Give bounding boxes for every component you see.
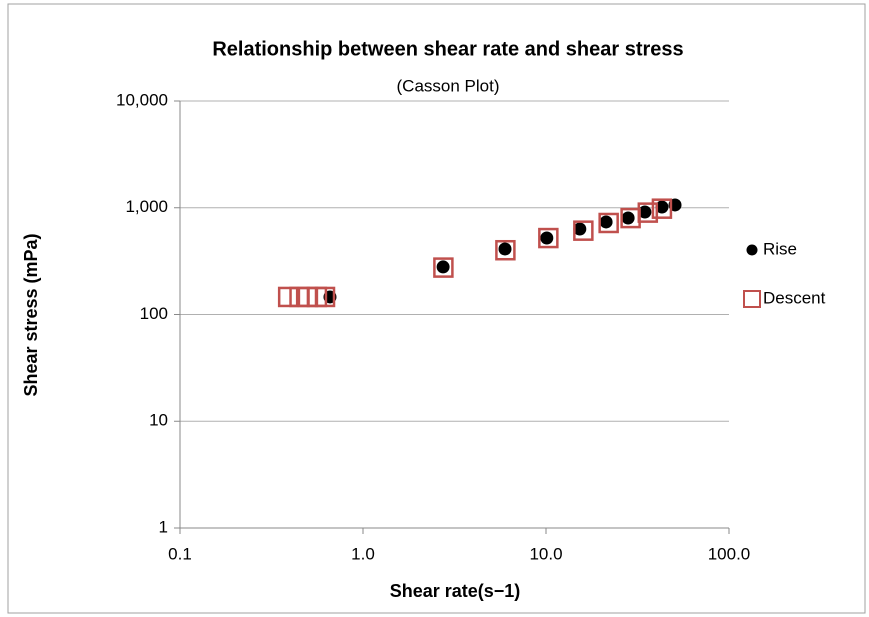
point: [655, 200, 669, 214]
x-tick-label: 1.0: [351, 544, 375, 563]
legend-marker: [743, 290, 761, 308]
x-axis-label: Shear rate(s−1): [390, 581, 521, 601]
y-axis-label: Shear stress (mPa): [21, 233, 41, 396]
point: [277, 286, 299, 308]
chart-frame: [7, 3, 866, 614]
y-tick-label: 1,000: [125, 197, 168, 216]
point: [433, 257, 454, 278]
x-tick-label: 0.1: [168, 544, 192, 563]
point: [573, 220, 594, 241]
point: [436, 260, 450, 274]
point: [538, 227, 559, 249]
y-tick-label: 1: [159, 517, 168, 536]
point: [314, 286, 336, 308]
legend-label: Rise: [763, 239, 797, 258]
legend-label: Descent: [763, 288, 826, 307]
y-tick-label: 10,000: [116, 90, 168, 109]
point: [598, 212, 619, 234]
point: [651, 198, 673, 219]
legend-marker: [746, 244, 758, 256]
point: [599, 215, 613, 229]
point: [621, 211, 635, 225]
x-tick-label: 10.0: [529, 544, 562, 563]
point: [498, 242, 512, 256]
point: [495, 239, 516, 261]
point: [637, 202, 659, 223]
point: [540, 231, 554, 245]
chart-subtitle: (Casson Plot): [397, 76, 500, 95]
x-tick-label: 100.0: [708, 544, 751, 563]
chart-title: Relationship between shear rate and shea…: [212, 38, 683, 60]
point: [573, 222, 587, 236]
y-tick-label: 100: [140, 304, 168, 323]
y-tick-label: 10: [149, 411, 168, 430]
point: [638, 205, 652, 219]
